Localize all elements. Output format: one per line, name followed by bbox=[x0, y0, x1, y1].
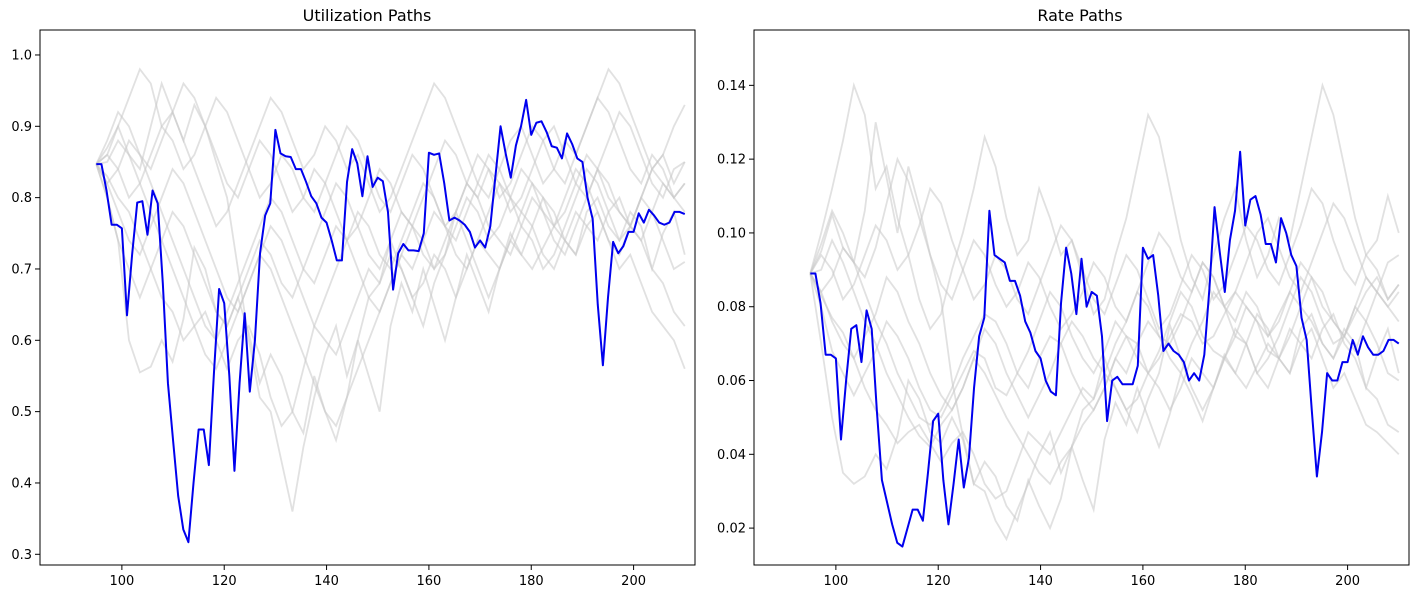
x-tick-label: 180 bbox=[519, 574, 544, 589]
x-tick-label: 100 bbox=[109, 574, 134, 589]
plot-frame bbox=[39, 29, 696, 566]
x-tick-label: 160 bbox=[416, 574, 441, 589]
rate-paths-chart: Rate Paths 100 120 140 160 180 200 0.02 0.04 0.0… bbox=[717, 6, 1410, 589]
background-path-1 bbox=[809, 122, 1400, 542]
background-path-4 bbox=[95, 152, 686, 329]
background-path-6 bbox=[95, 81, 686, 243]
x-tick-label: 180 bbox=[1233, 574, 1258, 589]
y-tick-label: 0.6 bbox=[11, 334, 32, 349]
y-tick-label: 0.02 bbox=[717, 522, 746, 537]
y-tick-label: 0.7 bbox=[11, 262, 32, 277]
chart-title: Utilization Paths bbox=[303, 6, 432, 25]
x-tick-label: 200 bbox=[1335, 574, 1360, 589]
utilization-paths-chart: Utilization Paths 100 120 140 160 180 200 0.3 0… bbox=[11, 6, 696, 589]
y-tick-label: 0.4 bbox=[11, 476, 32, 491]
background-path-0 bbox=[809, 273, 1400, 531]
ticks-layer: 100 120 140 160 180 200 0.3 0.4 0.5 0.6 0.7 0.8 0.9 1… bbox=[11, 48, 646, 589]
y-tick-label: 0.04 bbox=[717, 448, 746, 463]
background-path-8 bbox=[809, 186, 1400, 331]
background-path-6 bbox=[809, 156, 1400, 331]
y-tick-label: 1.0 bbox=[11, 48, 32, 63]
y-tick-label: 0.5 bbox=[11, 405, 32, 420]
y-tick-label: 0.14 bbox=[717, 79, 746, 94]
x-tick-label: 140 bbox=[314, 574, 339, 589]
y-tick-label: 0.06 bbox=[717, 374, 746, 389]
y-tick-label: 0.08 bbox=[717, 300, 746, 315]
chart-title: Rate Paths bbox=[1037, 6, 1122, 25]
background-path-8 bbox=[95, 95, 686, 229]
x-tick-label: 200 bbox=[621, 574, 646, 589]
y-tick-label: 0.3 bbox=[11, 548, 32, 563]
y-tick-label: 0.12 bbox=[717, 153, 746, 168]
background-path-0 bbox=[95, 163, 686, 444]
highlight-path bbox=[96, 98, 686, 544]
x-tick-label: 100 bbox=[823, 574, 848, 589]
background-path-3 bbox=[95, 67, 686, 228]
background-path-9 bbox=[95, 138, 686, 343]
plot-frame bbox=[753, 29, 1410, 566]
x-tick-label: 120 bbox=[212, 574, 237, 589]
y-tick-label: 0.9 bbox=[11, 120, 32, 135]
y-tick-label: 0.10 bbox=[717, 226, 746, 241]
y-tick-label: 0.8 bbox=[11, 191, 32, 206]
highlight-path bbox=[810, 150, 1400, 548]
x-tick-label: 140 bbox=[1028, 574, 1053, 589]
x-tick-label: 160 bbox=[1130, 574, 1155, 589]
paths-layer bbox=[809, 82, 1400, 548]
paths-layer bbox=[95, 67, 686, 544]
ticks-layer: 100 120 140 160 180 200 0.02 0.04 0.06 0.08 0.10 0.… bbox=[717, 79, 1360, 589]
x-tick-label: 120 bbox=[926, 574, 951, 589]
